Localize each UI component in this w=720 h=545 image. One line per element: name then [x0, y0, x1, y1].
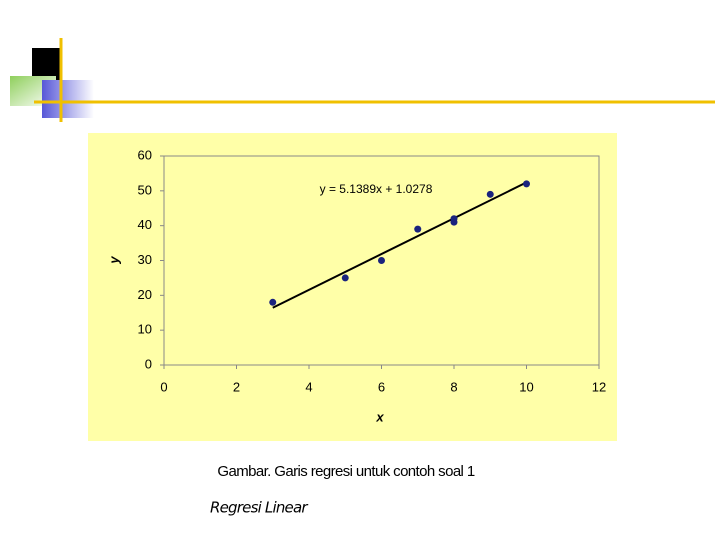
y-tick-label: 60 [138, 147, 152, 162]
deco-square [32, 48, 62, 80]
y-axis-label: y [106, 256, 121, 265]
y-tick-label: 30 [138, 252, 152, 267]
data-point [414, 225, 422, 233]
trendline-label: y = 5.1389x + 1.0278 [320, 182, 433, 196]
x-tick-label: 0 [160, 379, 167, 394]
caption: Gambar. Garis regresi untuk contoh soal … [217, 463, 474, 480]
y-tick-label: 20 [138, 287, 152, 302]
y-tick-label: 50 [138, 182, 152, 197]
data-point [450, 215, 458, 223]
y-tick-label: 10 [138, 322, 152, 337]
data-point [378, 257, 385, 264]
x-tick-label: 8 [450, 379, 457, 394]
chart-background [88, 133, 617, 441]
x-tick-label: 2 [233, 379, 240, 394]
data-point [269, 298, 277, 306]
x-axis-label: x [375, 409, 384, 424]
deco-square [42, 80, 94, 118]
slide-title: Regresi Linear [210, 499, 308, 517]
x-tick-label: 4 [305, 379, 312, 394]
data-point [486, 190, 494, 198]
y-tick-label: 0 [145, 356, 152, 371]
y-tick-label: 40 [138, 217, 152, 232]
x-tick-label: 10 [519, 379, 533, 394]
data-point [523, 180, 530, 188]
x-tick-label: 12 [592, 379, 606, 394]
x-tick-label: 6 [378, 379, 385, 394]
trendline [272, 181, 527, 309]
data-point [341, 274, 349, 282]
